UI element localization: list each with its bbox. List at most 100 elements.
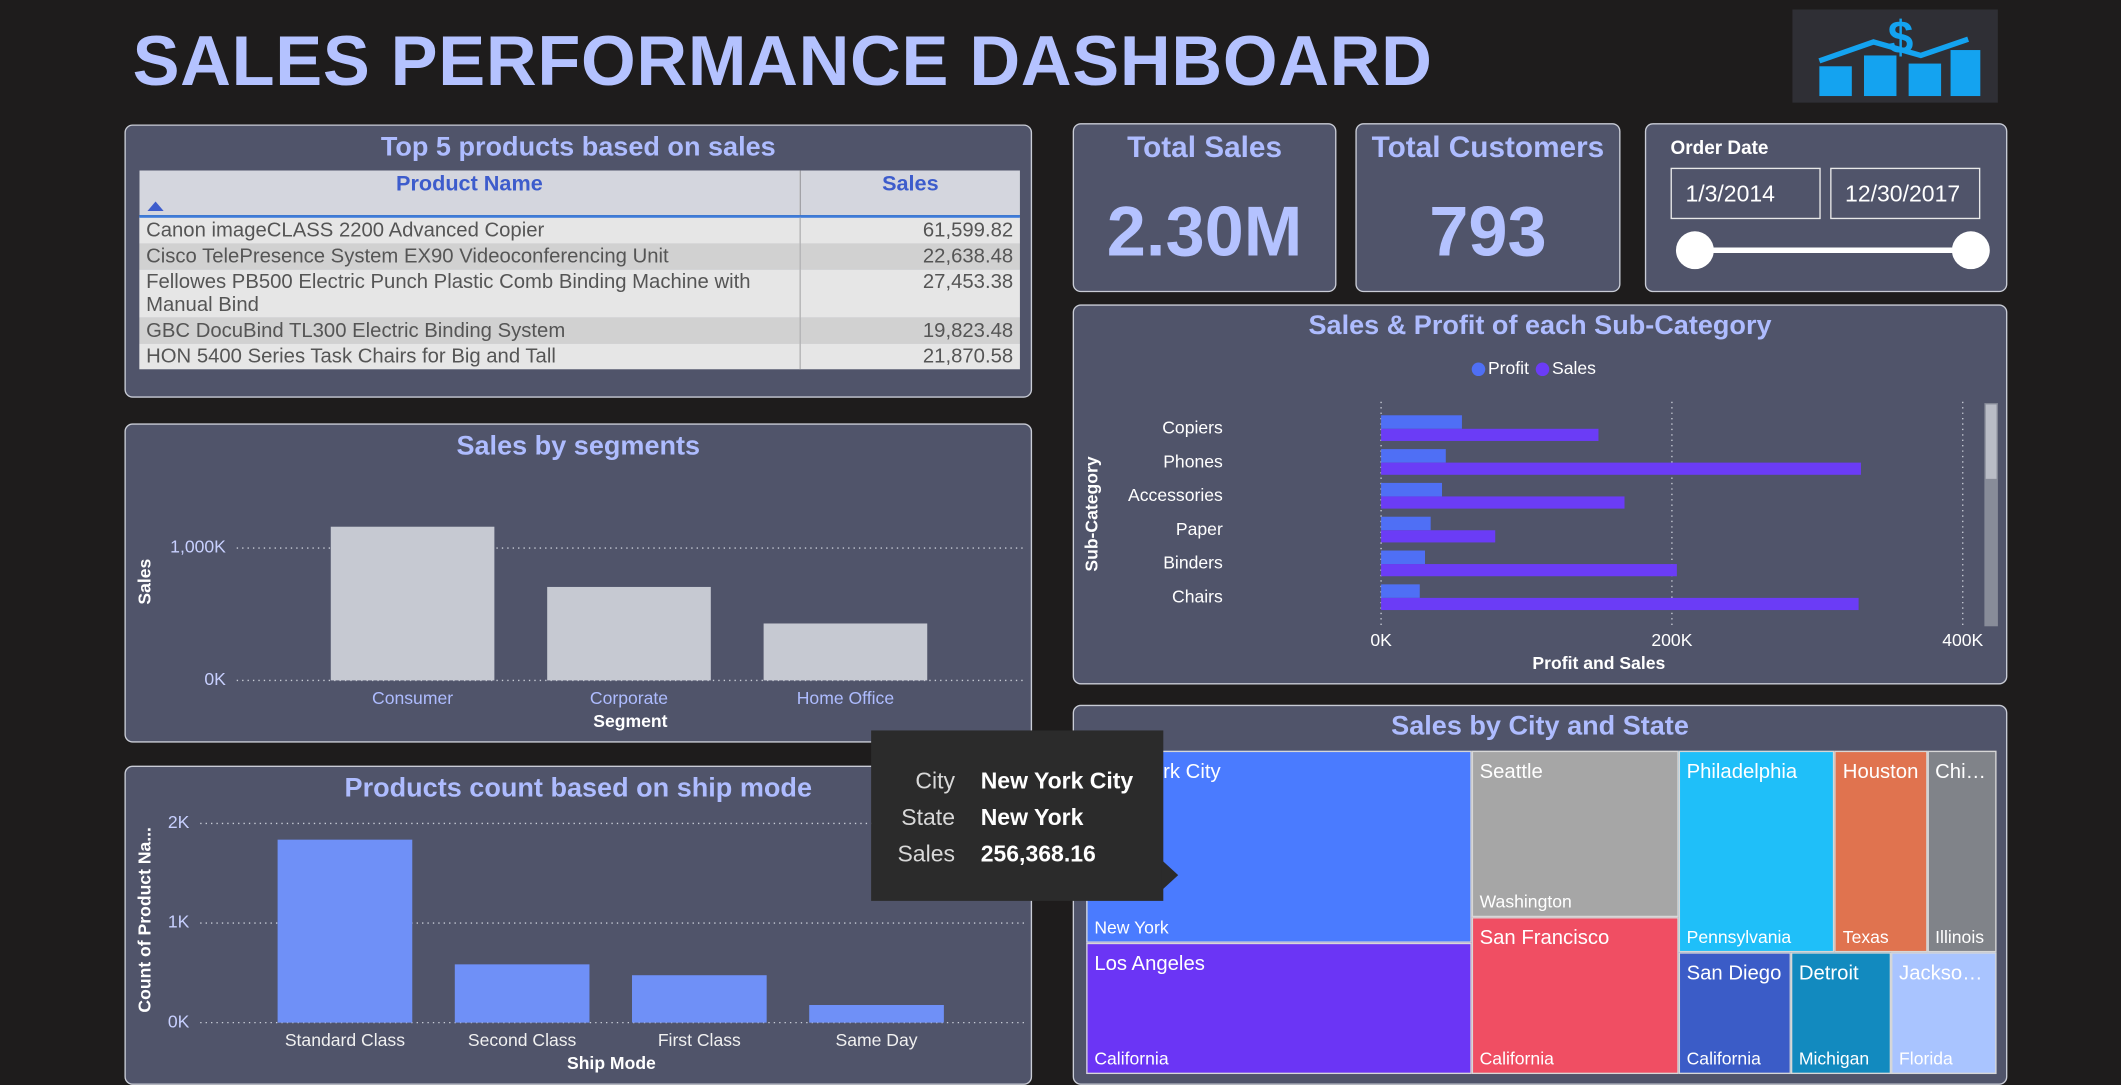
bar [1381, 516, 1431, 531]
table-cell: 61,599.82 [799, 216, 1020, 244]
bar [1381, 530, 1496, 543]
treemap-cell: Los Angeles California [1086, 942, 1472, 1075]
tooltip-key: City [915, 768, 955, 795]
end-date[interactable]: 12/30/2017 [1830, 167, 1981, 220]
table-cell: 27,453.38 [799, 269, 1020, 318]
table-cell: Fellowes PB500 Electric Punch Plastic Co… [146, 270, 751, 317]
legend-label: Sales [1552, 358, 1596, 378]
date-filter: Order Date 1/3/2014 12/30/2017 [1644, 123, 2008, 293]
treemap-cell: San Diego California [1678, 951, 1791, 1075]
slider-handle[interactable] [1951, 231, 1990, 270]
x-axis-title: Profit and Sales [1532, 653, 1665, 673]
dashboard-title: SALES PERFORMANCE DASHBOARD [132, 22, 1433, 102]
table-row: Fellowes PB500 Electric Punch Plastic Co… [139, 269, 1020, 318]
sort-arrow [147, 201, 164, 212]
treemap-cell: Detroit Michigan [1790, 951, 1891, 1075]
tooltip-value: New York [980, 804, 1084, 831]
state-label: Pennsylvania [1686, 926, 1792, 947]
x-tick-label: Standard Class [285, 1030, 405, 1050]
filter-label: Order Date [1670, 136, 1769, 159]
kpi-card: Total Sales 2.30M [1072, 123, 1337, 293]
y-tick-label: Phones [1163, 451, 1223, 471]
scrollbar-thumb[interactable] [1985, 404, 1997, 479]
chart-title: Sales by segments [456, 431, 701, 462]
y-tick-label: Accessories [1128, 485, 1223, 505]
segments-panel: Sales by segments [124, 423, 1033, 743]
logo: $ [1792, 9, 1998, 103]
state-label: Michigan [1798, 1048, 1870, 1069]
bar [1381, 482, 1443, 497]
bar [277, 839, 413, 1023]
chart-title: Sales by City and State [1391, 711, 1689, 742]
y-tick-label: Paper [1176, 519, 1223, 539]
x-tick-label: Same Day [835, 1030, 917, 1050]
state-label: California [1479, 1048, 1554, 1069]
kpi-value: 793 [1429, 193, 1547, 272]
legend-marker [1471, 362, 1486, 377]
table-cell: GBC DocuBind TL300 Electric Binding Syst… [146, 319, 566, 343]
y-tick-label: 0K [204, 669, 226, 689]
chart-title: Sales & Profit of each Sub-Category [1308, 311, 1772, 341]
bar [1381, 564, 1677, 577]
table-cell: 21,870.58 [799, 343, 1020, 370]
table-cell: 22,638.48 [799, 243, 1020, 270]
treemap-cell: San Francisco California [1471, 917, 1679, 1075]
tooltip: City New York City State New York Sales 256,3… [871, 730, 1179, 901]
y-tick-label: 2K [168, 812, 190, 832]
x-tick-label: 200K [1651, 630, 1692, 650]
kpi-label: Total Sales [1127, 129, 1283, 164]
state-label: New York [1094, 916, 1169, 938]
bar [1381, 496, 1625, 509]
state-label: California [1686, 1048, 1761, 1069]
treemap-cell: JacksonvilleFlorida [1890, 951, 1997, 1075]
state-label: Washington [1479, 891, 1572, 912]
bar [1381, 597, 1859, 611]
slider-handle[interactable] [1675, 231, 1714, 270]
y-tick-label: 1K [168, 912, 190, 932]
y-axis-title: Sales [135, 558, 155, 604]
x-axis-title: Segment [593, 711, 667, 731]
x-tick-label: Corporate [590, 688, 668, 708]
start-date[interactable]: 1/3/2014 [1670, 167, 1821, 220]
table-title: Top 5 products based on sales [380, 132, 776, 163]
bar [1381, 428, 1599, 441]
tooltip-value: 256,368.16 [980, 841, 1096, 868]
state-label: Illinois [1935, 926, 1985, 947]
kpi-card: Total Customers 793 [1355, 123, 1621, 293]
legend-marker [1535, 362, 1550, 377]
tooltip-arrow [1161, 860, 1179, 891]
treemap-cell: Houston Texas [1834, 750, 1928, 952]
bar [809, 1004, 944, 1023]
top-products-table: Product Name Sales Canon imageCLASS 2200… [139, 170, 1020, 370]
bar [1381, 584, 1420, 598]
table-row: GBC DocuBind TL300 Electric Binding Syst… [139, 317, 1020, 344]
column-header[interactable]: Sales [799, 170, 1020, 218]
y-tick-label: 0K [168, 1011, 190, 1031]
kpi-value: 2.30M [1106, 193, 1303, 272]
column-header-text: Product Name [396, 173, 543, 197]
treemap-cell: Philadelphia Pennsylvania [1678, 750, 1835, 952]
legend-label: Profit [1488, 358, 1529, 378]
y-tick-label: Binders [1163, 553, 1223, 573]
y-tick-label: 1,000K [170, 537, 226, 557]
bar [1381, 449, 1446, 463]
kpi-label: Total Customers [1371, 129, 1605, 164]
y-tick-label: Copiers [1162, 417, 1223, 437]
bar [1381, 415, 1462, 429]
column-header[interactable]: Product Name [139, 170, 801, 218]
bar [763, 623, 928, 681]
tooltip-value: New York City [980, 768, 1134, 795]
x-tick-label: First Class [658, 1030, 741, 1050]
bar [631, 975, 767, 1023]
x-axis-title: Ship Mode [567, 1053, 656, 1073]
table-row: HON 5400 Series Task Chairs for Big and … [139, 343, 1020, 370]
x-tick-label: Home Office [797, 688, 894, 708]
table-cell: Canon imageCLASS 2200 Advanced Copier [146, 219, 545, 243]
table-cell: HON 5400 Series Task Chairs for Big and … [146, 344, 556, 368]
state-label: Florida [1899, 1048, 1953, 1069]
tooltip-key: State [901, 804, 955, 831]
x-tick-label: Second Class [468, 1030, 577, 1050]
